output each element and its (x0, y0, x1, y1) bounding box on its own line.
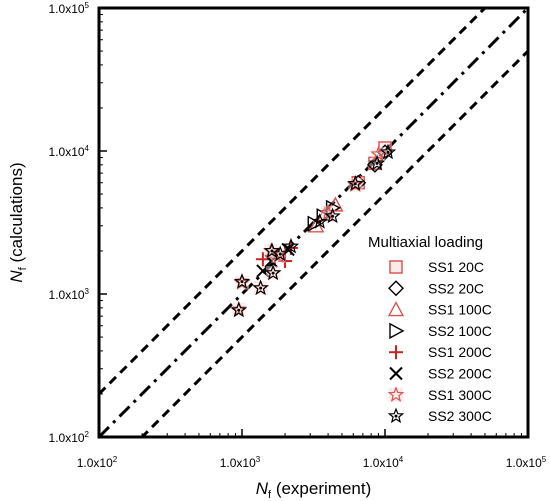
legend: Multiaxial loading SS1 20C SS2 20C SS1 100C… (368, 234, 492, 424)
legend-item-ss2-20c: SS2 20C (388, 280, 484, 297)
legend-marker (389, 345, 403, 360)
legend-label: SS1 300C (428, 387, 492, 403)
data-point-ss2-300c (368, 154, 386, 171)
data-point-ss1-200c (255, 252, 270, 267)
legend-marker (389, 366, 403, 381)
x-tick-label: 1.0x104 (363, 455, 404, 470)
legend-marker-highlight (389, 260, 403, 274)
plot-frame (97, 6, 530, 439)
x-tick-label: 1.0x103 (220, 455, 261, 470)
legend-item-ss2-200c: SS2 200C (389, 366, 492, 382)
legend-label: SS1 100C (428, 302, 492, 318)
legend-label: SS1 200C (428, 344, 492, 360)
legend-label: SS1 20C (428, 259, 484, 275)
data-points (230, 140, 397, 318)
data-point-ss2-300c (271, 245, 289, 262)
reference-line-factor-0.5 (139, 49, 528, 437)
legend-label: SS2 200C (428, 366, 492, 382)
legend-label: SS2 20C (428, 280, 484, 296)
data-point-ss1-300c (230, 300, 248, 317)
data-point-ss2-300c (347, 175, 364, 191)
x-tick-label: 1.0x105 (506, 455, 547, 470)
legend-item-ss1-200c: SS1 200C (389, 344, 492, 360)
y-tick-label: 1.0x102 (49, 430, 90, 445)
legend-label: SS2 300C (428, 408, 492, 424)
x-axis-ticks: 1.0x102 1.0x103 1.0x104 1.0x105 (77, 429, 547, 470)
series-ss2-300c (230, 143, 397, 318)
legend-item-ss1-100c: SS1 100C (387, 301, 492, 318)
x-axis-label: Nf (experiment) (256, 479, 371, 501)
y-tick-label: 1.0x104 (49, 144, 90, 159)
legend-marker (387, 407, 405, 424)
legend-item-ss2-300c: SS2 300C (387, 407, 492, 424)
legend-item-ss1-300c: SS1 300C (387, 386, 492, 403)
y-tick-label: 1.0x105 (49, 1, 90, 16)
legend-marker (387, 301, 405, 317)
legend-label: SS2 100C (428, 323, 492, 339)
legend-marker (387, 386, 405, 402)
x-tick-label: 1.0x102 (77, 455, 118, 470)
data-point-ss2-300c (264, 264, 282, 281)
reference-line-factor-2 (99, 8, 488, 396)
data-point-ss2-300c (379, 143, 397, 160)
legend-item-ss1-20c: SS1 20C (389, 259, 484, 275)
data-point-ss2-300c (311, 213, 329, 229)
legend-marker (389, 322, 405, 340)
data-point-ss2-300c (230, 301, 248, 318)
legend-title: Multiaxial loading (368, 234, 483, 251)
data-point-ss2-300c (233, 273, 251, 289)
legend-marker (388, 280, 404, 297)
data-point-ss2-20c (366, 156, 383, 173)
data-point-ss2-300c (252, 279, 269, 296)
data-point-ss2-300c (324, 207, 341, 224)
legend-item-ss2-100c: SS2 100C (389, 322, 492, 340)
y-axis-label: Nf (calculations) (7, 162, 29, 282)
legend-marker (389, 260, 403, 274)
y-tick-label: 1.0x103 (49, 287, 90, 302)
y-axis-ticks: 1.0x102 1.0x103 1.0x104 1.0x105 (49, 1, 107, 445)
data-point-ss2-300c (282, 237, 300, 254)
